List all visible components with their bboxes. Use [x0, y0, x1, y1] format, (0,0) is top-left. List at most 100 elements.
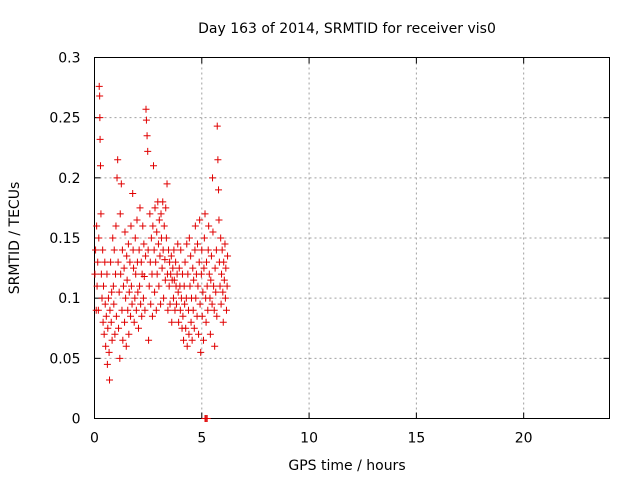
data-point	[145, 336, 153, 344]
data-point	[114, 258, 122, 266]
data-point	[122, 342, 130, 350]
data-point	[207, 252, 215, 260]
data-point	[139, 222, 147, 230]
data-point	[209, 174, 217, 182]
data-point	[150, 246, 158, 254]
data-point	[183, 342, 191, 350]
data-point	[106, 376, 114, 384]
data-point	[124, 306, 132, 314]
data-point	[107, 318, 115, 326]
data-point	[200, 234, 208, 242]
data-point	[215, 186, 223, 194]
data-point	[152, 306, 160, 314]
data-point	[102, 342, 110, 350]
data-point	[223, 282, 231, 290]
data-point	[221, 294, 229, 302]
data-point	[151, 288, 159, 296]
data-point	[120, 264, 128, 272]
data-point	[93, 222, 101, 230]
data-point	[211, 264, 219, 272]
data-point	[160, 294, 168, 302]
data-point	[109, 234, 117, 242]
data-point	[221, 240, 229, 248]
data-point	[196, 216, 204, 224]
data-point	[96, 135, 104, 143]
data-point	[220, 276, 228, 284]
chart-title: Day 163 of 2014, SRMTID for receiver vis…	[198, 21, 496, 37]
data-point	[169, 294, 177, 302]
x-tick-label: 0	[90, 431, 99, 447]
data-point	[174, 240, 182, 248]
data-point	[164, 306, 172, 314]
data-point	[97, 162, 105, 170]
data-point	[181, 258, 189, 266]
data-point	[175, 264, 183, 272]
data-point	[188, 336, 196, 344]
data-point	[142, 105, 150, 113]
data-point	[130, 318, 138, 326]
data-point	[111, 330, 119, 338]
data-point	[117, 270, 125, 278]
data-point	[156, 252, 164, 260]
data-point	[112, 222, 120, 230]
data-point	[166, 300, 174, 308]
data-point	[106, 306, 114, 314]
data-point	[119, 282, 127, 290]
data-point	[224, 252, 232, 260]
data-point	[213, 122, 221, 130]
data-point	[220, 258, 228, 266]
data-point	[179, 312, 187, 320]
data-point	[170, 246, 178, 254]
data-point	[102, 312, 110, 320]
data-point	[213, 312, 221, 320]
data-point	[150, 162, 158, 170]
data-point	[174, 288, 182, 296]
data-point	[123, 276, 131, 284]
data-point	[144, 246, 152, 254]
data-point	[119, 336, 127, 344]
data-point	[205, 222, 213, 230]
data-point	[172, 300, 180, 308]
data-point	[157, 300, 165, 308]
data-point	[166, 258, 174, 266]
data-point	[192, 294, 200, 302]
data-point	[217, 300, 225, 308]
data-point	[199, 288, 207, 296]
data-point	[104, 324, 112, 332]
data-point	[197, 270, 205, 278]
data-point	[167, 270, 175, 278]
data-point	[200, 336, 208, 344]
data-point	[136, 282, 144, 290]
data-point	[154, 240, 162, 248]
data-point	[97, 210, 105, 218]
data-point	[191, 222, 199, 230]
data-point	[185, 330, 193, 338]
data-point	[95, 234, 103, 242]
data-point	[169, 264, 177, 272]
data-point	[151, 204, 159, 212]
data-point	[132, 270, 140, 278]
data-point	[160, 222, 168, 230]
x-axis-label: GPS time / hours	[288, 458, 405, 474]
data-point	[157, 210, 165, 218]
data-point	[133, 216, 141, 224]
data-point	[128, 300, 136, 308]
data-point	[201, 210, 209, 218]
data-point	[140, 273, 148, 281]
data-point	[210, 282, 218, 290]
data-point	[159, 198, 167, 206]
tick-layer: 0 5 10 15 20 0 0.05 0.1 0.15 0.2 0.25 0.3	[49, 51, 610, 447]
data-point	[131, 294, 139, 302]
data-point	[127, 282, 135, 290]
data-point	[129, 246, 137, 254]
data-point	[218, 246, 226, 254]
data-point	[114, 156, 122, 164]
data-point	[219, 288, 227, 296]
data-point	[190, 324, 198, 332]
data-point	[142, 116, 150, 124]
data-point	[172, 258, 180, 266]
data-point	[103, 270, 111, 278]
data-point	[110, 246, 118, 254]
data-point	[143, 132, 151, 140]
